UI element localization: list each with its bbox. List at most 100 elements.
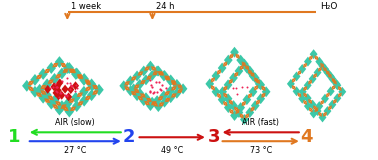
Polygon shape: [326, 70, 330, 75]
Polygon shape: [318, 112, 322, 117]
Polygon shape: [323, 67, 327, 72]
Polygon shape: [309, 55, 313, 60]
Polygon shape: [338, 92, 342, 97]
Polygon shape: [160, 71, 168, 81]
Polygon shape: [218, 94, 226, 105]
Polygon shape: [235, 109, 240, 114]
Polygon shape: [40, 90, 46, 95]
Polygon shape: [157, 96, 163, 100]
Text: AIR (slow): AIR (slow): [56, 118, 95, 127]
Polygon shape: [28, 80, 34, 85]
Polygon shape: [314, 107, 318, 112]
Polygon shape: [234, 106, 239, 112]
Polygon shape: [60, 104, 67, 109]
Polygon shape: [230, 47, 239, 58]
Polygon shape: [144, 101, 150, 105]
Polygon shape: [71, 68, 81, 80]
Polygon shape: [160, 90, 168, 101]
Polygon shape: [328, 100, 336, 110]
Polygon shape: [303, 92, 307, 97]
Polygon shape: [308, 99, 312, 104]
Polygon shape: [142, 74, 150, 85]
Polygon shape: [256, 99, 260, 105]
Polygon shape: [137, 96, 143, 100]
Polygon shape: [223, 92, 228, 98]
Polygon shape: [177, 84, 183, 89]
Text: AIR (fast): AIR (fast): [242, 118, 279, 127]
Polygon shape: [333, 80, 341, 90]
Polygon shape: [223, 86, 228, 91]
Polygon shape: [320, 63, 324, 68]
Polygon shape: [137, 71, 143, 76]
Polygon shape: [320, 63, 324, 68]
Polygon shape: [70, 68, 76, 73]
Polygon shape: [85, 80, 91, 85]
Polygon shape: [144, 66, 150, 71]
Polygon shape: [151, 66, 157, 71]
Polygon shape: [44, 85, 51, 94]
Polygon shape: [308, 99, 312, 104]
Polygon shape: [327, 72, 335, 81]
Polygon shape: [332, 78, 335, 83]
Polygon shape: [333, 80, 337, 85]
Polygon shape: [328, 105, 332, 110]
Polygon shape: [57, 68, 67, 79]
Polygon shape: [314, 55, 318, 60]
Polygon shape: [235, 53, 240, 59]
Polygon shape: [304, 80, 311, 90]
Polygon shape: [28, 86, 34, 91]
Polygon shape: [240, 113, 244, 119]
Polygon shape: [146, 76, 152, 80]
Polygon shape: [171, 93, 177, 98]
Polygon shape: [40, 90, 46, 95]
Polygon shape: [68, 69, 75, 73]
Polygon shape: [77, 101, 84, 106]
Polygon shape: [328, 74, 336, 84]
Polygon shape: [92, 90, 99, 95]
Polygon shape: [87, 78, 96, 90]
Text: 49 °C: 49 °C: [161, 146, 183, 155]
Polygon shape: [134, 89, 140, 93]
Polygon shape: [319, 112, 327, 122]
Polygon shape: [77, 74, 84, 79]
Text: 2: 2: [122, 128, 135, 146]
Polygon shape: [245, 65, 249, 70]
Polygon shape: [50, 73, 59, 85]
Polygon shape: [52, 63, 59, 67]
Polygon shape: [211, 85, 215, 91]
Polygon shape: [292, 85, 296, 90]
Polygon shape: [87, 89, 96, 101]
Polygon shape: [57, 100, 67, 112]
Polygon shape: [287, 79, 295, 89]
Polygon shape: [85, 96, 91, 100]
Polygon shape: [153, 95, 161, 106]
Polygon shape: [179, 83, 187, 94]
Polygon shape: [164, 76, 170, 80]
Polygon shape: [229, 99, 233, 105]
Polygon shape: [151, 101, 157, 105]
Polygon shape: [129, 83, 138, 94]
Polygon shape: [248, 93, 252, 98]
Polygon shape: [177, 84, 183, 89]
Polygon shape: [256, 93, 265, 104]
Polygon shape: [46, 62, 56, 74]
Polygon shape: [254, 85, 258, 91]
Polygon shape: [229, 100, 238, 111]
Polygon shape: [229, 99, 233, 105]
Polygon shape: [250, 106, 255, 112]
Polygon shape: [308, 80, 312, 85]
Polygon shape: [30, 74, 40, 86]
Polygon shape: [245, 65, 249, 70]
Polygon shape: [85, 79, 91, 84]
Polygon shape: [36, 92, 42, 97]
Polygon shape: [157, 96, 163, 100]
Text: 27 °C: 27 °C: [64, 146, 87, 155]
Polygon shape: [51, 82, 57, 91]
Polygon shape: [243, 94, 251, 105]
Polygon shape: [171, 86, 177, 91]
Polygon shape: [65, 62, 74, 74]
Polygon shape: [92, 85, 99, 89]
Polygon shape: [261, 86, 266, 91]
Text: 1: 1: [8, 128, 20, 146]
Polygon shape: [40, 85, 46, 89]
